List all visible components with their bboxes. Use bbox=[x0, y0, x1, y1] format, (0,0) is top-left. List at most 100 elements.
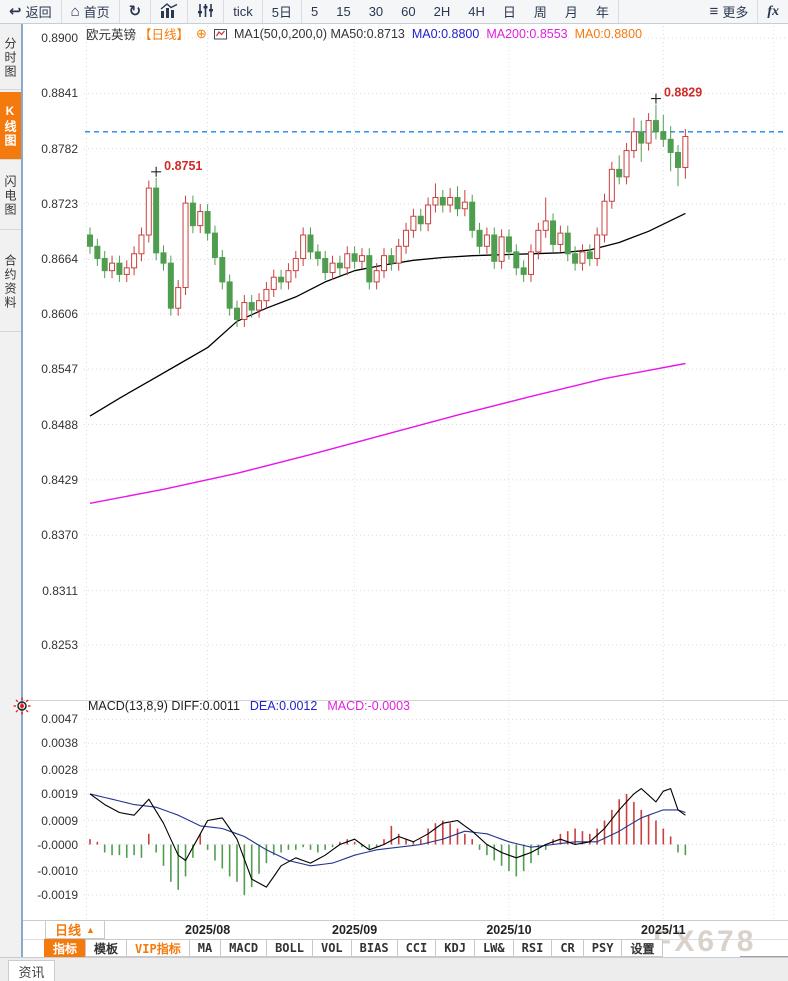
price-axis-label: 0.8664 bbox=[41, 252, 78, 267]
indicator-tab-MA[interactable]: MA bbox=[188, 939, 222, 957]
macd-title: MACD(13,8,9) DIFF:0.0011 bbox=[88, 699, 240, 713]
date-axis-label: 2025/11 bbox=[641, 923, 686, 937]
toolbar-item-year[interactable]: 年 bbox=[587, 0, 619, 23]
toolbar-item-month[interactable]: 月 bbox=[556, 0, 587, 23]
sidebar-tab-3[interactable]: 闪电图 bbox=[0, 162, 21, 230]
price-axis-label: 0.8841 bbox=[41, 86, 78, 101]
ma0-orange-value: MA0:0.8800 bbox=[574, 26, 643, 41]
toolbar-item-week[interactable]: 周 bbox=[525, 0, 556, 23]
price-axis-label: 0.8488 bbox=[41, 417, 78, 432]
price-axis-label: 0.8253 bbox=[41, 637, 78, 652]
price-axis-label: 0.8429 bbox=[41, 472, 78, 487]
price-axis-label: 0.8782 bbox=[41, 141, 78, 156]
date-axis-label: 2025/08 bbox=[185, 923, 231, 937]
chart-background bbox=[23, 24, 788, 957]
sidebar-tab-4[interactable]: 合约资料 bbox=[0, 232, 21, 332]
toolbar-item-label: 15 bbox=[336, 4, 351, 19]
toolbar-item-label: 首页 bbox=[83, 5, 110, 20]
toolbar-item-label: 年 bbox=[595, 5, 609, 20]
toolbar-item-back[interactable]: ↩ 返回 bbox=[0, 0, 62, 23]
toolbar-item-label: 4H bbox=[468, 4, 485, 19]
macd-axis-label: -0.0019 bbox=[37, 888, 78, 903]
indicator-tab-CCI[interactable]: CCI bbox=[396, 939, 437, 957]
macd-value: MACD:-0.0003 bbox=[327, 699, 411, 713]
toolbar-item-m30[interactable]: 30 bbox=[360, 0, 392, 23]
macd-axis-label: -0.0000 bbox=[37, 837, 78, 852]
date-axis-label: 2025/09 bbox=[332, 923, 378, 937]
indicator-tab-模板[interactable]: 模板 bbox=[85, 939, 128, 957]
macd-settings-sun-icon[interactable] bbox=[13, 697, 31, 715]
toolbar-item-label: 60 bbox=[401, 4, 416, 19]
back-arrow-icon: ↩ bbox=[9, 3, 22, 20]
ma-settings-icon[interactable] bbox=[213, 28, 227, 40]
toolbar-item-label: 返回 bbox=[25, 5, 52, 20]
ma200-value: MA200:0.8553 bbox=[486, 26, 568, 41]
toolbar-item-label: 5 bbox=[310, 4, 319, 19]
home-icon: ⌂ bbox=[70, 3, 80, 20]
indicator-tab-VOL[interactable]: VOL bbox=[311, 939, 352, 957]
toolbar-item-day[interactable]: 日 bbox=[494, 0, 525, 23]
indicator-tab-PSY[interactable]: PSY bbox=[582, 939, 623, 957]
indicator-tab-VIP指标[interactable]: VIP指标 bbox=[126, 939, 190, 957]
macd-pane-header: MACD(13,8,9) DIFF:0.0011 DEA:0.0012 MACD… bbox=[88, 699, 410, 713]
toolbar-item-5d[interactable]: 5日 bbox=[263, 0, 302, 23]
period-button-label: 日线 bbox=[55, 923, 82, 938]
price-axis-label: 0.8547 bbox=[41, 362, 78, 377]
add-indicator-icon[interactable]: ⊕ bbox=[196, 25, 207, 41]
indicator-tab-RSI[interactable]: RSI bbox=[512, 939, 553, 957]
toolbar-item-m15[interactable]: 15 bbox=[327, 0, 359, 23]
toolbar-item-tick[interactable]: tick bbox=[224, 0, 263, 23]
toolbar-item-h4[interactable]: 4H bbox=[459, 0, 494, 23]
toolbar-item-candle-chart[interactable] bbox=[188, 0, 225, 23]
indicator-tab-MACD[interactable]: MACD bbox=[220, 939, 268, 957]
indicator-tab-指标[interactable]: 指标 bbox=[44, 939, 87, 957]
macd-axis-label: -0.0010 bbox=[37, 864, 78, 879]
watermark: FX678 bbox=[653, 925, 757, 958]
price-axis-label: 0.8606 bbox=[41, 306, 78, 321]
refresh-icon: ↻ bbox=[128, 3, 142, 20]
macd-axis-label: 0.0009 bbox=[41, 813, 78, 828]
fx-icon: fx bbox=[767, 3, 779, 19]
toolbar-item-label: 5日 bbox=[271, 5, 292, 20]
toolbar-item-label: 更多 bbox=[722, 5, 749, 20]
indicator-tab-BOLL[interactable]: BOLL bbox=[266, 939, 313, 957]
period-button[interactable]: 日线 ▲ bbox=[45, 920, 105, 939]
toolbar-item-label: 月 bbox=[564, 5, 578, 20]
macd-axis-label: 0.0047 bbox=[41, 712, 78, 727]
toolbar-item-home[interactable]: ⌂ 首页 bbox=[62, 0, 120, 23]
toolbar-item-m5[interactable]: 5 bbox=[302, 0, 327, 23]
sidebar-tab-1[interactable]: 分时图 bbox=[0, 26, 21, 90]
price-pane-header: 欧元英镑 【日线】 ⊕ MA1(50,0,200,0) MA50:0.8713 … bbox=[86, 25, 643, 43]
date-axis-label: 2025/10 bbox=[486, 923, 532, 937]
indicator-tab-LW&[interactable]: LW& bbox=[473, 939, 514, 957]
sidebar-tab-2[interactable]: K线图 bbox=[0, 92, 21, 160]
toolbar-item-label: 日 bbox=[502, 5, 516, 20]
toolbar-item-refresh[interactable]: ↻ bbox=[120, 0, 152, 23]
triangle-up-icon: ▲ bbox=[86, 924, 95, 935]
menu-icon: ≡ bbox=[709, 3, 719, 20]
indicator-tab-设置[interactable]: 设置 bbox=[621, 939, 664, 957]
period-tag: 【日线】 bbox=[139, 28, 190, 42]
toolbar-item-label: 2H bbox=[433, 4, 451, 19]
toolbar-item-more[interactable]: ≡ 更多 bbox=[701, 0, 759, 23]
symbol-name: 欧元英镑 bbox=[86, 28, 137, 42]
indicator-toolbar: 指标 模板 VIP指标 MA MACD BOLL VOL BIAS CCI KDJ LW& RSI CR… bbox=[44, 939, 664, 957]
bottom-bar: 资讯 bbox=[0, 957, 788, 981]
toolbar-item-m60[interactable]: 60 bbox=[392, 0, 424, 23]
ma-params-label: MA1(50,0,200,0) MA50:0.8713 bbox=[233, 26, 405, 41]
price-axis-label: 0.8723 bbox=[41, 197, 78, 212]
indicator-tab-KDJ[interactable]: KDJ bbox=[435, 939, 475, 957]
toolbar-item-mountain-chart[interactable] bbox=[151, 0, 189, 23]
dea-value: DEA:0.0012 bbox=[249, 699, 318, 713]
indicator-tab-CR[interactable]: CR bbox=[551, 939, 584, 957]
tab-news[interactable]: 资讯 bbox=[8, 960, 55, 981]
price-axis-label: 0.8370 bbox=[41, 528, 78, 543]
toolbar-item-h2[interactable]: 2H bbox=[425, 0, 460, 23]
left-sidebar: 分时图 K线图 闪电图 合约资料 bbox=[0, 24, 23, 957]
macd-axis-label: 0.0019 bbox=[41, 786, 78, 801]
price-axis-label: 0.8311 bbox=[42, 583, 78, 598]
macd-axis-label: 0.0028 bbox=[41, 762, 78, 777]
toolbar-item-fx[interactable]: fx bbox=[758, 0, 788, 23]
indicator-tab-BIAS[interactable]: BIAS bbox=[350, 939, 398, 957]
